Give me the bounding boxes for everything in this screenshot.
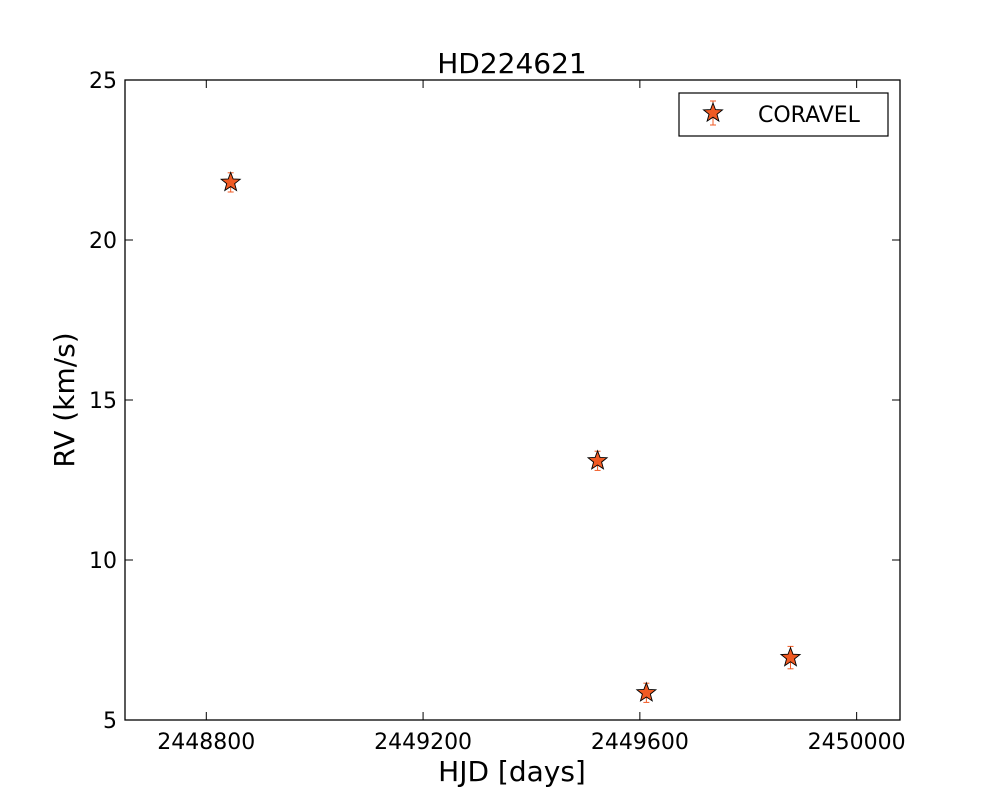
star-marker: [219, 171, 242, 192]
x-tick-label: 2450000: [808, 730, 906, 755]
y-tick-label: 10: [89, 549, 117, 574]
legend-marker-star-icon: [702, 100, 724, 126]
data-point: [779, 645, 802, 670]
y-tick-label: 20: [89, 229, 117, 254]
legend-entry-coravel: CORAVEL: [758, 103, 861, 128]
x-tick-label: 2449600: [591, 730, 689, 755]
axis-ticks: [125, 79, 900, 721]
plot-frame: [124, 79, 901, 721]
legend-box: [678, 92, 889, 137]
chart-title: HD224621: [437, 47, 587, 80]
data-points: [219, 171, 802, 703]
star-marker: [586, 449, 609, 470]
y-tick-label: 5: [103, 709, 117, 734]
axis-tick-labels: 2448800 2449200 2449600 2450000 5 10 15 20 25: [89, 69, 906, 755]
y-tick-label: 15: [89, 389, 117, 414]
y-tick-label: 25: [89, 69, 117, 94]
data-point: [586, 449, 609, 471]
star-marker: [779, 646, 802, 667]
star-marker: [635, 681, 658, 702]
data-point: [219, 171, 242, 193]
legend: CORAVEL: [678, 92, 889, 137]
y-axis-label: RV (km/s): [48, 332, 81, 467]
x-tick-label: 2449200: [374, 730, 472, 755]
legend-star: [702, 101, 724, 123]
x-axis-label: HJD [days]: [438, 755, 586, 788]
x-tick-label: 2448800: [157, 730, 255, 755]
data-point: [635, 681, 658, 703]
